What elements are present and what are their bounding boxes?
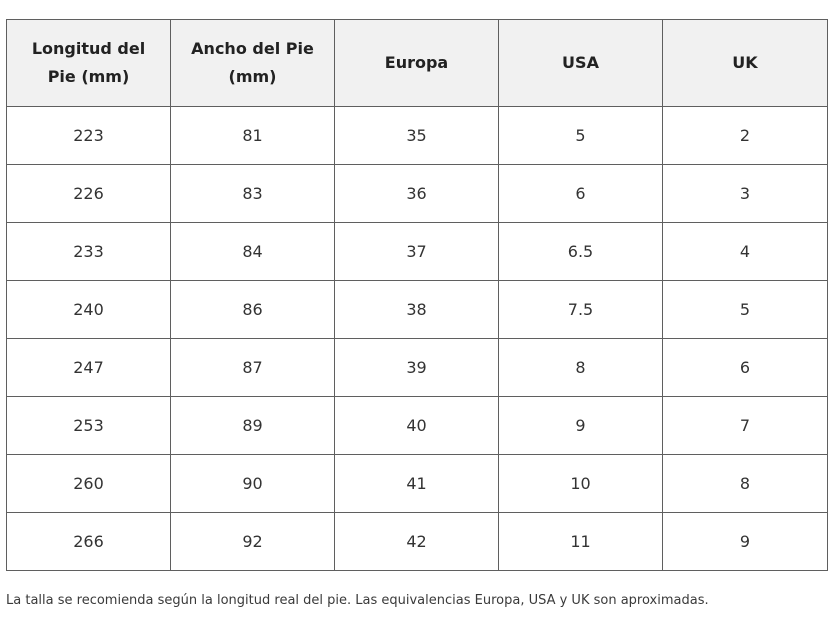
cell-uk: 3 [662,164,828,223]
cell-uk: 5 [662,280,828,339]
table-row: 253 89 40 9 7 [6,396,828,455]
header-line: (mm) [228,67,277,86]
cell-europe: 35 [334,106,499,165]
cell-foot-length: 247 [6,338,171,397]
cell-usa: 7.5 [498,280,663,339]
table-row: 260 90 41 10 8 [6,454,828,513]
cell-uk: 8 [662,454,828,513]
cell-foot-length: 266 [6,512,171,571]
header-europe: Europa [334,19,499,107]
cell-foot-width: 90 [170,454,335,513]
table-row: 226 83 36 6 3 [6,164,828,223]
cell-europe: 42 [334,512,499,571]
cell-usa: 6.5 [498,222,663,281]
cell-foot-width: 89 [170,396,335,455]
cell-foot-length: 260 [6,454,171,513]
header-line: UK [732,53,758,72]
header-line: Europa [384,53,449,72]
cell-usa: 8 [498,338,663,397]
table-row: 247 87 39 8 6 [6,338,828,397]
cell-foot-length: 240 [6,280,171,339]
cell-foot-width: 86 [170,280,335,339]
cell-foot-length: 226 [6,164,171,223]
cell-uk: 7 [662,396,828,455]
table-body: 223 81 35 5 2 226 83 36 6 3 233 84 37 6.… [6,106,828,571]
cell-europe: 41 [334,454,499,513]
cell-foot-length: 253 [6,396,171,455]
cell-foot-length: 223 [6,106,171,165]
cell-europe: 37 [334,222,499,281]
header-line: Pie (mm) [47,67,130,86]
cell-foot-width: 84 [170,222,335,281]
cell-usa: 6 [498,164,663,223]
cell-foot-width: 83 [170,164,335,223]
header-uk: UK [662,19,828,107]
cell-uk: 6 [662,338,828,397]
cell-uk: 2 [662,106,828,165]
cell-europe: 36 [334,164,499,223]
cell-foot-length: 233 [6,222,171,281]
cell-foot-width: 81 [170,106,335,165]
header-line: Longitud del [31,39,146,58]
header-foot-length: Longitud del Pie (mm) [6,19,171,107]
header-usa: USA [498,19,663,107]
cell-usa: 11 [498,512,663,571]
size-footnote: La talla se recomienda según la longitud… [6,593,709,608]
header-line: Ancho del Pie [191,39,314,58]
cell-europe: 40 [334,396,499,455]
size-chart-table: Longitud del Pie (mm) Ancho del Pie (mm) E… [6,19,828,571]
cell-usa: 5 [498,106,663,165]
header-foot-width: Ancho del Pie (mm) [170,19,335,107]
cell-foot-width: 87 [170,338,335,397]
table-row: 223 81 35 5 2 [6,106,828,165]
cell-usa: 10 [498,454,663,513]
table-row: 233 84 37 6.5 4 [6,222,828,281]
table-row: 240 86 38 7.5 5 [6,280,828,339]
cell-usa: 9 [498,396,663,455]
table-header: Longitud del Pie (mm) Ancho del Pie (mm) E… [6,19,828,107]
table-header-row: Longitud del Pie (mm) Ancho del Pie (mm) E… [6,19,828,107]
cell-europe: 39 [334,338,499,397]
cell-uk: 4 [662,222,828,281]
cell-uk: 9 [662,512,828,571]
cell-foot-width: 92 [170,512,335,571]
table-row: 266 92 42 11 9 [6,512,828,571]
cell-europe: 38 [334,280,499,339]
header-line: USA [562,53,599,72]
